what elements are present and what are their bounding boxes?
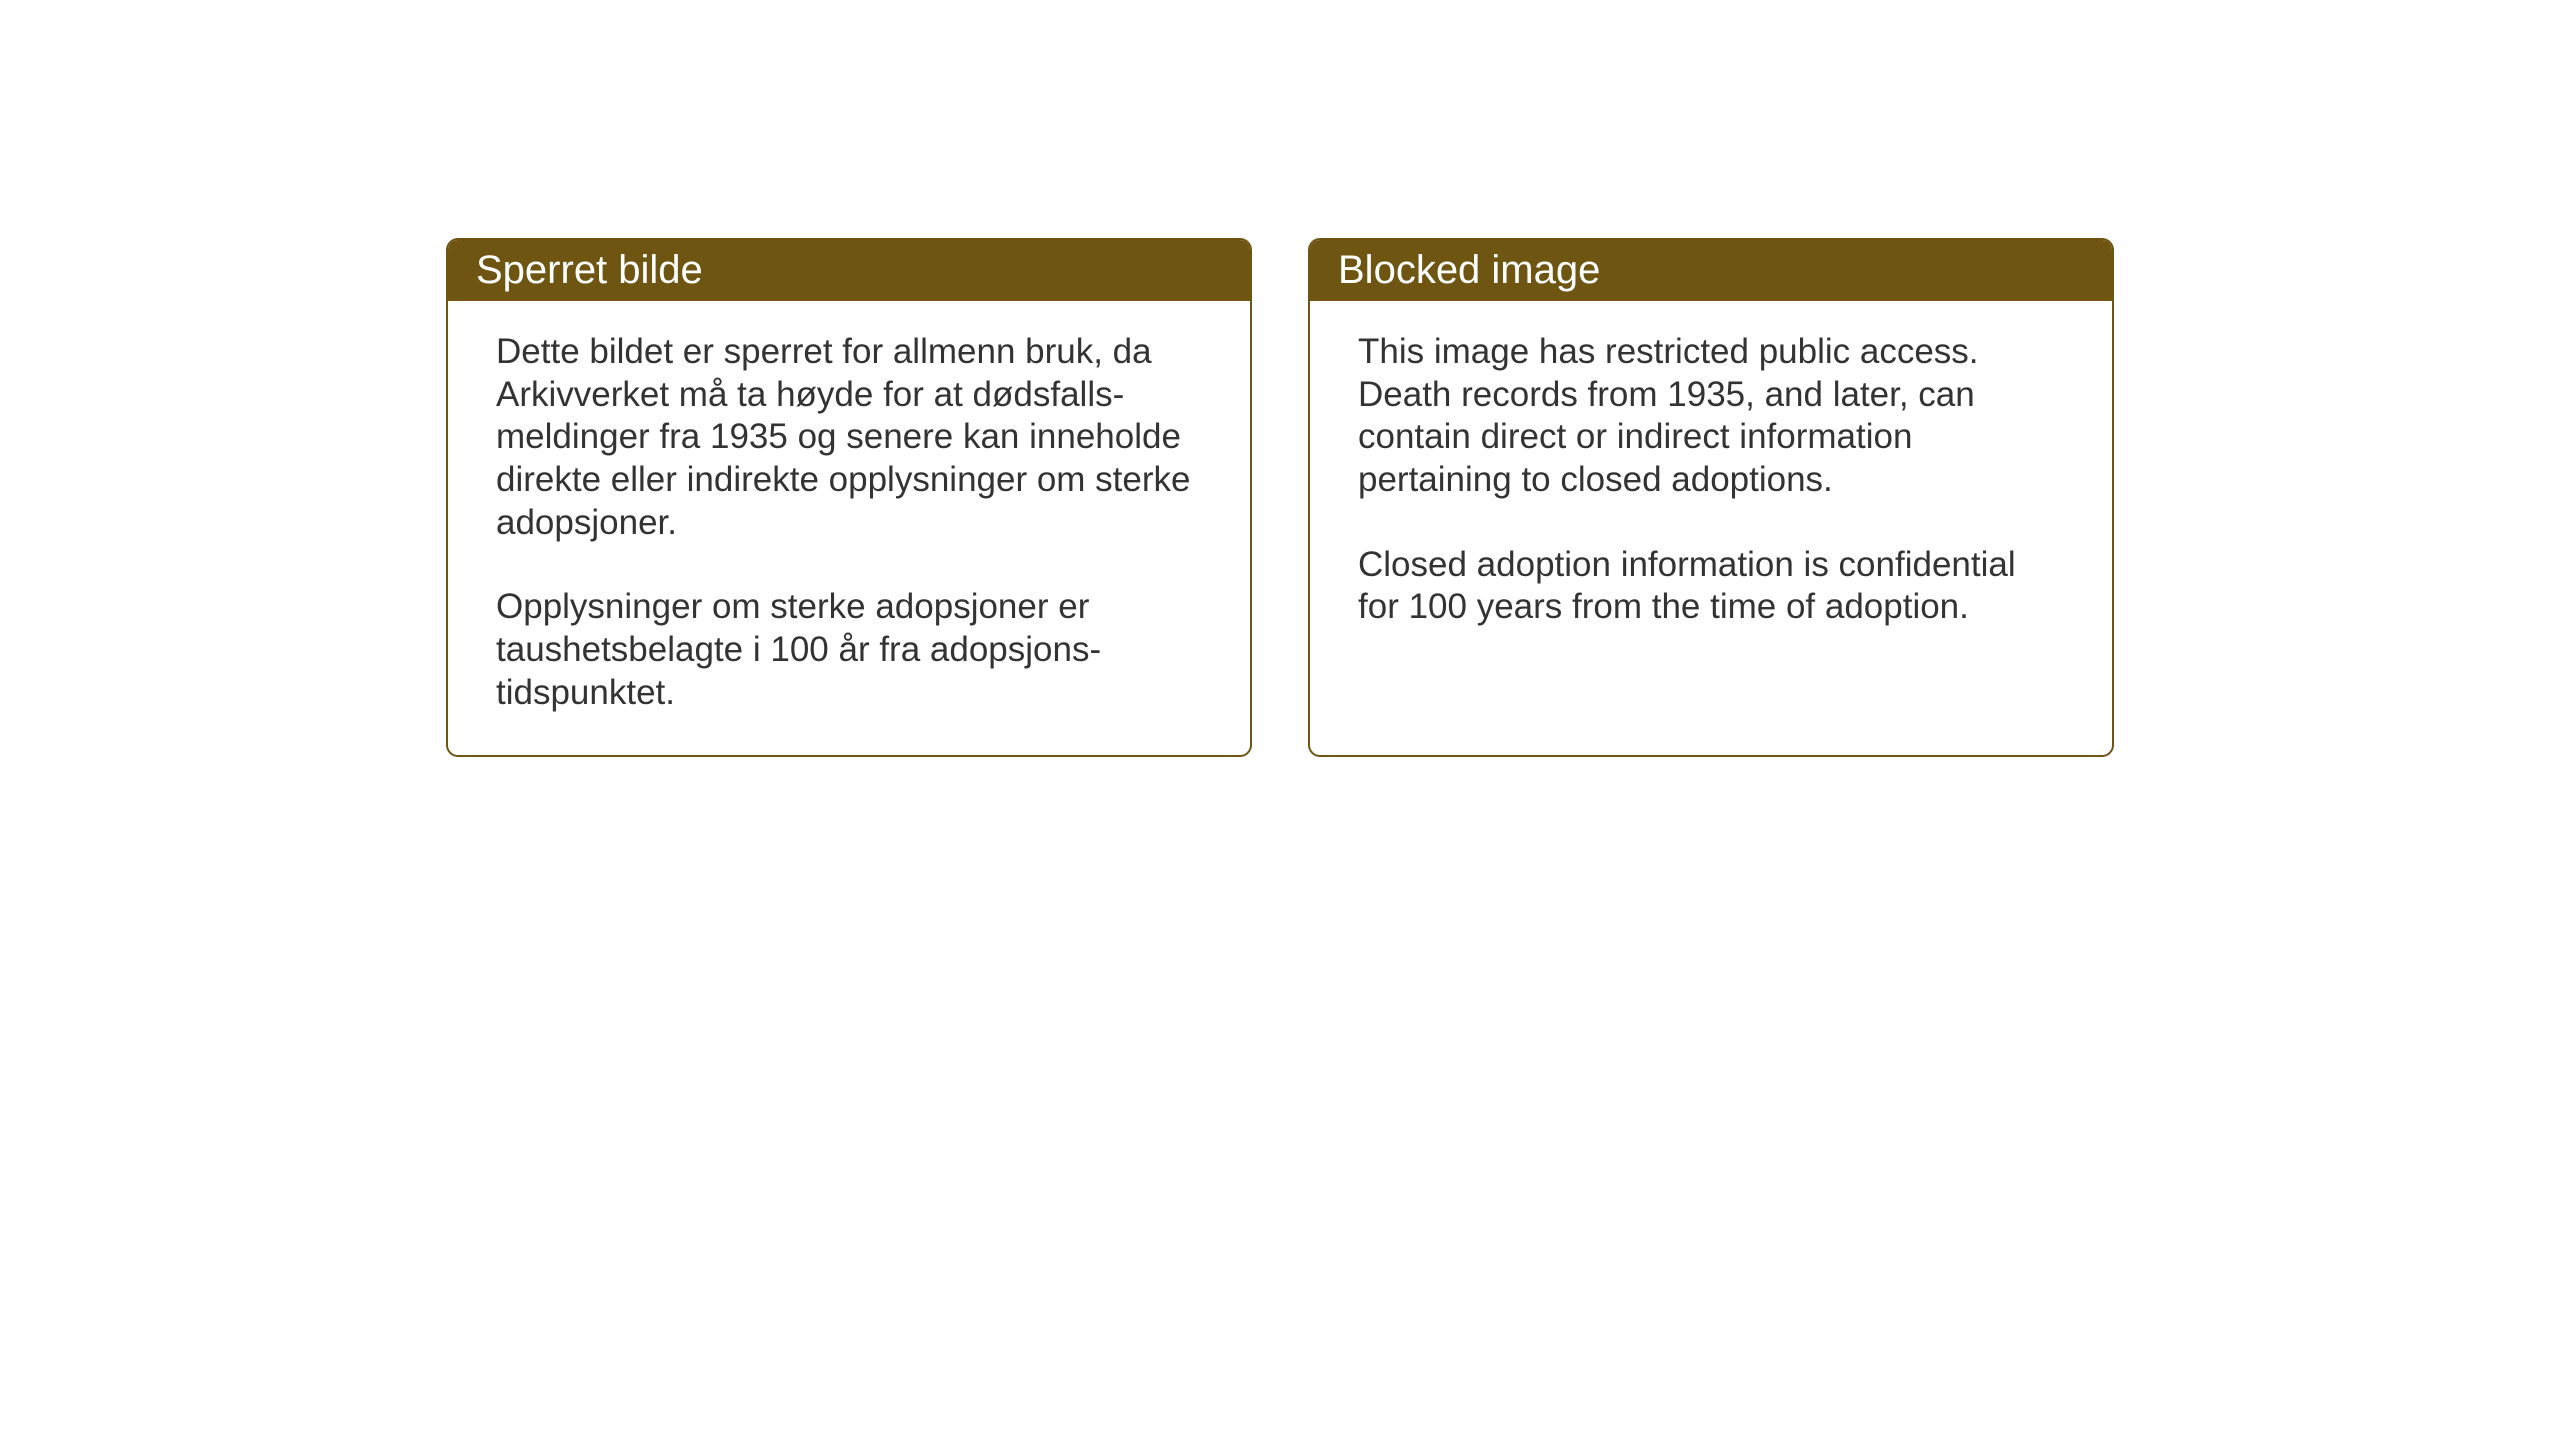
card-paragraph-norwegian-1: Dette bildet er sperret for allmenn bruk… <box>496 331 1202 544</box>
card-header-norwegian: Sperret bilde <box>448 240 1250 301</box>
card-paragraph-english-1: This image has restricted public access.… <box>1358 331 2064 502</box>
card-body-norwegian: Dette bildet er sperret for allmenn bruk… <box>448 301 1250 755</box>
card-title-english: Blocked image <box>1338 248 1600 292</box>
card-paragraph-norwegian-2: Opplysninger om sterke adopsjoner er tau… <box>496 586 1202 714</box>
card-paragraph-english-2: Closed adoption information is confident… <box>1358 544 2064 629</box>
notice-card-norwegian: Sperret bilde Dette bildet er sperret fo… <box>446 238 1252 757</box>
card-header-english: Blocked image <box>1310 240 2112 301</box>
card-title-norwegian: Sperret bilde <box>476 248 703 292</box>
notice-card-english: Blocked image This image has restricted … <box>1308 238 2114 757</box>
card-body-english: This image has restricted public access.… <box>1310 301 2112 689</box>
notice-cards-container: Sperret bilde Dette bildet er sperret fo… <box>446 238 2114 757</box>
